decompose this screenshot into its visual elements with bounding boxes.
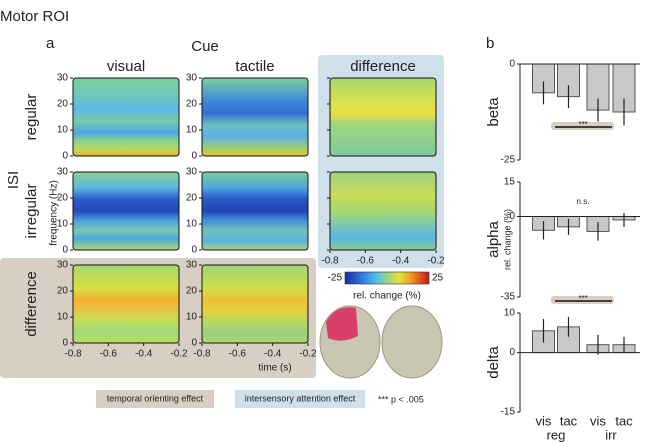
- y-tick-label: 30: [186, 73, 198, 84]
- x-axis-label: time (s): [258, 363, 291, 374]
- y-label: delta: [485, 346, 502, 379]
- heatmap: [72, 77, 180, 157]
- group-label: irr: [605, 427, 617, 442]
- y-tick-label: 20: [186, 286, 198, 297]
- y-tick-label: 30: [57, 260, 69, 271]
- isi-label: ISI: [5, 171, 22, 189]
- panel-label: b: [486, 35, 494, 52]
- heatmap: [201, 77, 309, 157]
- column-label: difference: [350, 58, 416, 75]
- y-tick-label: 20: [186, 99, 198, 110]
- row-label: regular: [23, 94, 40, 141]
- panel-label: a: [46, 35, 55, 52]
- annotation: ***: [578, 120, 587, 129]
- y-tick-label: 20: [57, 193, 69, 204]
- y-tick-label: 20: [57, 286, 69, 297]
- y-tick-label: 10: [57, 125, 69, 136]
- colorbar-label: rel. change (%): [353, 291, 421, 302]
- y-tick-label: 10: [504, 308, 516, 319]
- y-tick-label: 0: [191, 245, 197, 256]
- y-tick-label: -35: [501, 292, 516, 303]
- y-tick-label: 30: [57, 167, 69, 178]
- legend-box: [235, 390, 365, 408]
- y-tick-label: -15: [501, 407, 516, 418]
- y-tick-label: 30: [57, 73, 69, 84]
- x-tick-label: -0.2: [427, 256, 445, 267]
- y-tick-label: -25: [501, 155, 516, 166]
- y-tick-label: 10: [57, 219, 69, 230]
- heatmap: [201, 264, 309, 344]
- y-tick-label: 0: [509, 59, 515, 70]
- y-axis-label: frequency (Hz): [49, 180, 60, 246]
- x-tick-label: -0.4: [135, 349, 153, 360]
- y-tick-label: 10: [186, 219, 198, 230]
- x-tick-label: -0.6: [229, 349, 247, 360]
- y-tick-label: 30: [186, 167, 198, 178]
- x-tick-label: -0.4: [264, 349, 282, 360]
- x-tick-label: -0.6: [100, 349, 118, 360]
- row-label: difference: [23, 271, 40, 337]
- y-tick-label: 0: [191, 151, 197, 162]
- axis-label: rel. change (%): [502, 209, 512, 270]
- y-tick-label: 10: [186, 125, 198, 136]
- brain-left: [319, 305, 381, 379]
- y-tick-label: 0: [62, 245, 68, 256]
- y-tick-label: 0: [62, 151, 68, 162]
- y-tick-label: 0: [62, 338, 68, 349]
- colorbar: [344, 271, 430, 285]
- annotation: ***: [578, 294, 587, 303]
- y-tick-label: 20: [57, 99, 69, 110]
- bracket-background: [551, 122, 614, 130]
- y-tick-label: 0: [191, 338, 197, 349]
- figure-title: Motor ROI: [0, 8, 69, 25]
- y-tick-label: 0: [509, 347, 515, 358]
- x-tick-label: -0.4: [392, 256, 410, 267]
- x-tick-label: -0.6: [357, 256, 375, 267]
- group-label: reg: [547, 427, 566, 442]
- y-tick-label: 0: [509, 211, 515, 222]
- heatmap: [329, 77, 437, 157]
- y-tick-label: 10: [57, 312, 69, 323]
- x-tick-label: tac: [615, 413, 633, 428]
- heatmap: [329, 171, 437, 251]
- y-tick-label: 30: [186, 260, 198, 271]
- row-label: irregular: [23, 183, 40, 238]
- legend-box: [96, 390, 214, 408]
- x-tick-label: vis: [536, 413, 552, 428]
- bracket-background: [551, 296, 614, 304]
- annotation: n.s.: [577, 197, 590, 206]
- column-label: visual: [107, 58, 145, 75]
- y-tick-label: 15: [504, 177, 516, 188]
- y-label: alpha: [485, 220, 502, 257]
- x-tick-label: -0.8: [321, 256, 339, 267]
- colorbar-tick-label: -25: [328, 273, 343, 284]
- cue-label: Cue: [191, 38, 219, 55]
- x-tick-label: tac: [560, 413, 578, 428]
- legend-text: *** p < .005: [378, 394, 424, 404]
- x-tick-label: -0.8: [193, 349, 211, 360]
- heatmap: [72, 264, 180, 344]
- y-tick-label: 20: [186, 193, 198, 204]
- x-tick-label: -0.8: [64, 349, 82, 360]
- column-label: tactile: [235, 58, 274, 75]
- x-tick-label: -0.2: [299, 349, 317, 360]
- legend-text: temporal orienting effect: [107, 393, 204, 403]
- heatmap: [72, 171, 180, 251]
- brain-right: [381, 305, 443, 379]
- x-tick-label: -0.2: [170, 349, 188, 360]
- x-tick-label: vis: [590, 413, 606, 428]
- heatmap: [201, 171, 309, 251]
- colorbar-tick-label: 25: [432, 273, 444, 284]
- y-label: beta: [485, 97, 502, 127]
- legend-text: intersensory attention effect: [245, 393, 356, 403]
- y-tick-label: 10: [186, 312, 198, 323]
